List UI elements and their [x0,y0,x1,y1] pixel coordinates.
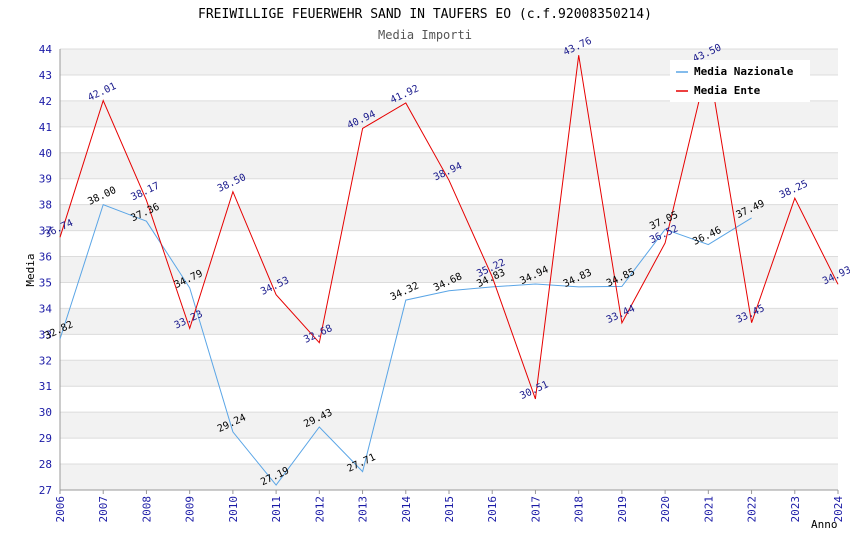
grid-band [60,360,838,387]
y-tick-label: 39 [39,173,52,186]
y-tick-label: 30 [39,406,52,419]
chart-subtitle: Media Importi [378,28,472,42]
legend: Media Nazionale Media Ente [670,60,810,102]
x-tick-label: 2011 [270,496,283,523]
y-tick-label: 41 [39,121,52,134]
y-tick-label: 29 [39,432,52,445]
y-tick-label: 34 [39,302,53,315]
series-line-nazionale [59,203,752,486]
grid-band [60,256,838,283]
grid-band [60,334,838,361]
x-tick-label: 2010 [227,496,240,523]
y-tick-label: 42 [39,95,52,108]
x-axis-label: Anno [811,518,838,531]
x-tick-label: 2023 [789,496,802,523]
y-tick-label: 44 [39,43,53,56]
x-tick-label: 2015 [443,496,456,523]
y-tick-label: 32 [39,354,52,367]
y-tick-label: 37 [39,225,52,238]
grid-band [60,438,838,465]
x-tick-label: 2019 [616,496,629,523]
x-tick-label: 2006 [54,496,67,523]
grid-band [60,152,838,179]
x-tick-label: 2008 [140,496,153,523]
y-tick-label: 43 [39,69,52,82]
chart-title: FREIWILLIGE FEUERWEHR SAND IN TAUFERS EO… [198,7,652,22]
y-tick-label: 31 [39,380,52,393]
x-tick-label: 2016 [486,496,499,523]
grid-band [60,126,838,153]
grid-band [60,100,838,127]
legend-label-ente: Media Ente [694,84,761,97]
y-tick-label: 35 [39,276,52,289]
x-tick-label: 2018 [573,496,586,523]
grid-band [60,178,838,205]
legend-box [670,60,810,102]
grid-band [60,464,838,490]
legend-label-nazionale: Media Nazionale [694,65,794,78]
grid-bands [60,48,838,491]
x-tick-label: 2014 [400,496,413,523]
grid-band [60,386,838,413]
y-tick-label: 33 [39,328,52,341]
x-tick-label: 2007 [97,496,110,523]
x-tick-label: 2009 [184,496,197,523]
y-tick-label: 40 [39,147,52,160]
y-tick-label: 28 [39,458,52,471]
grid-band [60,204,838,231]
y-tick-label: 38 [39,199,52,212]
grid-band [60,412,838,439]
y-axis-label: Media [24,253,37,286]
x-tick-label: 2020 [659,496,672,523]
x-tick-label: 2024 [832,496,845,523]
x-tick-label: 2012 [313,496,326,523]
x-axis: 2006 2007 2008 2009 2010 2011 2012 2013 2014 2015… [54,489,845,523]
y-axis: 27 28 29 30 31 32 33 34 35 36 37 38 39 40 41 42 43 44 [39,43,61,497]
grid-band [60,308,838,335]
grid-band [60,230,838,257]
y-tick-label: 27 [39,484,52,497]
x-tick-label: 2013 [357,496,370,523]
x-tick-label: 2022 [746,496,759,523]
x-tick-label: 2017 [529,496,542,523]
grid-band [60,282,838,309]
y-tick-label: 36 [39,251,52,264]
x-tick-label: 2021 [702,496,715,523]
